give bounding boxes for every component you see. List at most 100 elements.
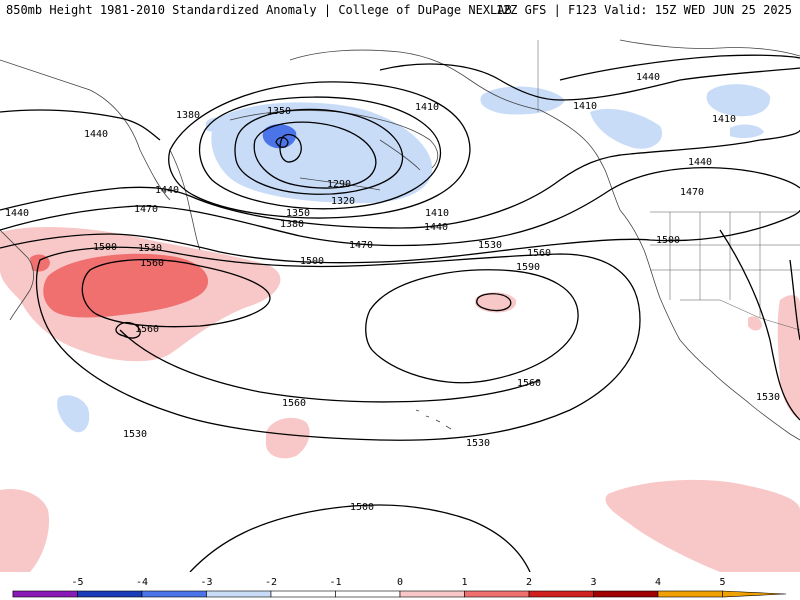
- contour-label: 1290: [327, 179, 351, 190]
- anomaly-neg1-small-a: [206, 117, 226, 132]
- positive-anomaly-shading: [0, 226, 800, 572]
- contour-1500-band: [0, 209, 800, 264]
- negative-anomaly-shading: [57, 84, 771, 433]
- contour-label: 1440: [688, 157, 712, 168]
- contour-1440-band: [0, 129, 800, 229]
- contour-label: 1560: [517, 378, 541, 389]
- contour-label: 1350: [267, 106, 291, 117]
- colorbar-ticks: -5 -4 -3 -2 -1 0 1 2 3 4 5: [71, 577, 725, 588]
- colorbar-tick-label: 0: [397, 577, 403, 588]
- colorbar-segment: [270, 590, 336, 598]
- contour-label: 1410: [415, 102, 439, 113]
- contour-label: 1410: [712, 114, 736, 125]
- model-run-info: 12Z GFS | F123 Valid: 15Z WED JUN 25 202…: [495, 3, 792, 17]
- contour-label: 1530: [466, 438, 490, 449]
- siberia-coast: [0, 59, 171, 201]
- contour-label: 1410: [425, 208, 449, 219]
- contour-1290-inner: [275, 136, 289, 148]
- contour-label: 1560: [527, 248, 551, 259]
- anomaly-pos1-mexico-coast: [605, 479, 800, 572]
- contour-label: 1500: [350, 502, 374, 513]
- colorbar-segment: [593, 590, 659, 598]
- anomaly-pos1-central-pacific: [474, 292, 517, 313]
- anomaly-neg1-canada: [480, 86, 565, 115]
- colorbar-segment: [657, 590, 723, 598]
- alaska-coast-north: [289, 49, 541, 111]
- colorbar-segment: [77, 590, 143, 598]
- alaska-peninsula: [229, 110, 439, 191]
- contour-1350: [234, 108, 404, 195]
- contour-label: 1350: [286, 208, 310, 219]
- contour-label: 1560: [135, 324, 159, 335]
- contour-1530-east: [719, 229, 800, 421]
- colorbar-tick-label: -4: [136, 577, 148, 588]
- anomaly-pos1-hawaii-south: [266, 417, 310, 459]
- contour-label: 1440: [636, 72, 660, 83]
- contour-label: 1530: [138, 243, 162, 254]
- contour-label: 1440: [84, 129, 108, 140]
- contour-1560-small: [115, 321, 141, 339]
- contour-label: 1410: [573, 101, 597, 112]
- baja-mexico-coast: [679, 339, 800, 441]
- state-lines: [650, 212, 800, 318]
- hudson-coast: [619, 39, 800, 57]
- contour-label: 1380: [280, 219, 304, 230]
- west-coast-usa: [619, 209, 681, 341]
- colorbar-tick-label: -2: [265, 577, 277, 588]
- colorbar-tick-label: 2: [526, 577, 532, 588]
- colorbar-segment: [335, 590, 401, 598]
- colorbar-tick-label: 3: [590, 577, 596, 588]
- anomaly-pos1-small-coast: [748, 316, 762, 331]
- contour-1590: [476, 293, 512, 312]
- contour-label: 1560: [140, 258, 164, 269]
- colorbar-segments: [12, 590, 787, 598]
- colorbar-tick-label: 5: [719, 577, 725, 588]
- colorbar-segment: [528, 590, 594, 598]
- contour-1560-pacific: [365, 269, 579, 384]
- colorbar-segment: [464, 590, 530, 598]
- colorbar-segment: [206, 590, 272, 598]
- anomaly-neg1-canada-b: [590, 108, 663, 149]
- contour-1560-east: [789, 259, 800, 341]
- contour-label: 1500: [300, 256, 324, 267]
- contour-label: 1530: [478, 240, 502, 251]
- colorbar-tick-label: -1: [329, 577, 341, 588]
- colorbar-tick-label: -5: [71, 577, 83, 588]
- contour-1530-loop: [35, 246, 641, 441]
- contour-1410-north: [379, 63, 800, 101]
- anomaly-pos2-small-spot: [30, 254, 50, 272]
- contour-label: 1500: [656, 235, 680, 246]
- contour-1380: [198, 96, 442, 210]
- coastlines: [0, 39, 800, 441]
- contour-label: 1470: [680, 187, 704, 198]
- anomaly-pos1-southwest: [0, 488, 50, 572]
- contour-label: 1380: [176, 110, 200, 121]
- height-contours: [0, 54, 800, 572]
- colorbar-tick-label: 4: [655, 577, 661, 588]
- colorbar-segment: [12, 590, 78, 598]
- anomaly-colorbar: -5 -4 -3 -2 -1 0 1 2 3 4 5: [12, 577, 787, 598]
- contour-label: 1440: [155, 185, 179, 196]
- contour-label: 1320: [331, 196, 355, 207]
- contour-1290: [279, 133, 302, 163]
- weather-map: 1350 1380 1440 1410 1410 1440 1410 1440 …: [0, 20, 800, 572]
- contour-label: 1500: [93, 242, 117, 253]
- contour-labels: 1350 1380 1440 1410 1410 1440 1410 1440 …: [5, 72, 780, 513]
- contour-label: 1440: [424, 222, 448, 233]
- political-boundaries: [537, 40, 800, 331]
- hawaii-islands: [415, 409, 452, 430]
- contour-label: 1560: [282, 398, 306, 409]
- contour-label: 1590: [516, 262, 540, 273]
- map-title: 850mb Height 1981-2010 Standardized Anom…: [6, 3, 512, 17]
- contour-1560-west: [81, 258, 271, 328]
- contour-1320: [253, 121, 377, 189]
- map-header: 850mb Height 1981-2010 Standardized Anom…: [0, 0, 800, 20]
- colorbar-tick-label: -3: [200, 577, 212, 588]
- contour-label: 1470: [134, 204, 158, 215]
- anomaly-neg1-east-canada: [706, 84, 771, 117]
- colorbar-tick-label: 1: [461, 577, 467, 588]
- contour-label: 1530: [123, 429, 147, 440]
- colorbar-right-arrow: [722, 590, 787, 598]
- anomaly-pos1-mexico-east: [777, 295, 800, 420]
- colorbar-segment: [141, 590, 207, 598]
